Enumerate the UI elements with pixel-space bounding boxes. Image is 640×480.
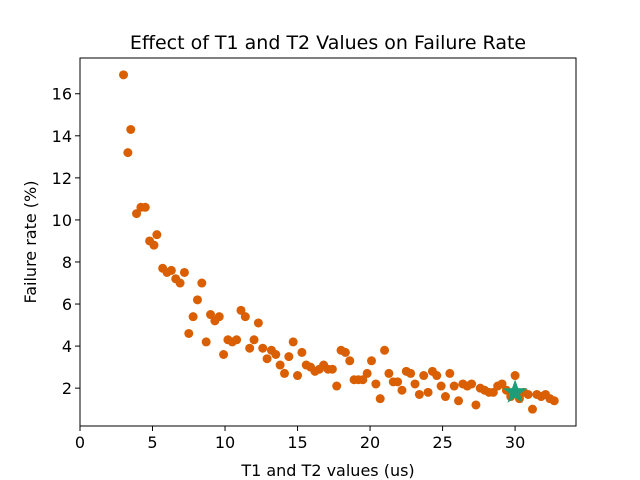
- data-point: [149, 240, 159, 250]
- data-point: [393, 377, 403, 387]
- y-tick-label: 10: [52, 211, 72, 230]
- data-point: [201, 337, 211, 347]
- data-point: [253, 318, 263, 328]
- y-tick-label: 8: [62, 253, 72, 272]
- data-point: [332, 381, 342, 391]
- y-axis: 2 4 6 8 10 12 14 16: [52, 85, 80, 398]
- x-tick-label: 5: [147, 433, 157, 452]
- data-point: [219, 350, 229, 360]
- data-point: [380, 345, 390, 355]
- x-tick-label: 30: [505, 433, 525, 452]
- data-point: [232, 335, 242, 345]
- x-axis-label: T1 and T2 values (us): [240, 461, 414, 480]
- data-point: [184, 328, 194, 338]
- data-point: [384, 368, 394, 378]
- data-point: [271, 350, 281, 360]
- data-point: [449, 381, 459, 391]
- y-tick-label: 4: [62, 337, 72, 356]
- x-tick-label: 10: [215, 433, 235, 452]
- data-point: [371, 379, 381, 389]
- data-point: [488, 387, 498, 397]
- chart-title: Effect of T1 and T2 Values on Failure Ra…: [130, 32, 526, 54]
- data-point: [414, 389, 424, 399]
- y-tick-label: 2: [62, 379, 72, 398]
- data-point: [179, 267, 189, 277]
- data-point: [240, 312, 250, 322]
- y-tick-label: 16: [52, 85, 72, 104]
- data-point: [279, 368, 289, 378]
- data-point: [410, 379, 420, 389]
- x-tick-label: 25: [432, 433, 452, 452]
- x-tick-label: 20: [360, 433, 380, 452]
- axes-frame: [79, 57, 577, 427]
- data-point: [510, 371, 520, 381]
- data-point: [297, 347, 307, 357]
- data-point: [445, 368, 455, 378]
- data-point: [397, 385, 407, 395]
- data-point: [152, 230, 162, 240]
- data-point: [327, 364, 337, 374]
- data-point: [467, 379, 477, 389]
- data-point: [345, 356, 355, 366]
- data-point: [236, 305, 246, 315]
- data-point: [423, 387, 433, 397]
- data-point: [214, 312, 224, 322]
- data-point: [175, 278, 185, 288]
- data-point: [188, 312, 198, 322]
- data-point: [406, 368, 416, 378]
- data-point: [197, 278, 207, 288]
- data-point: [293, 371, 303, 381]
- x-tick-label: 15: [287, 433, 307, 452]
- data-point: [258, 343, 268, 353]
- data-point: [440, 392, 450, 402]
- data-point: [288, 337, 298, 347]
- data-point: [140, 202, 150, 212]
- data-point: [549, 396, 559, 406]
- data-point: [436, 381, 446, 391]
- plot-area: [119, 70, 559, 414]
- data-point: [284, 352, 294, 362]
- data-point: [523, 389, 533, 399]
- y-tick-label: 12: [52, 169, 72, 188]
- data-point: [432, 371, 442, 381]
- data-point: [192, 295, 202, 305]
- data-point: [275, 360, 285, 370]
- data-point: [119, 70, 129, 80]
- y-tick-label: 14: [52, 127, 72, 146]
- data-point: [454, 396, 464, 406]
- data-point: [375, 394, 385, 404]
- x-tick-label: 0: [75, 433, 85, 452]
- data-point: [166, 265, 176, 275]
- data-point: [419, 371, 429, 381]
- data-point: [206, 310, 216, 320]
- data-point: [367, 356, 377, 366]
- data-point: [123, 148, 133, 158]
- data-point: [126, 124, 136, 134]
- data-point: [527, 404, 537, 414]
- data-point: [358, 375, 368, 385]
- data-point: [262, 354, 272, 364]
- star-marker: [502, 379, 528, 403]
- data-point: [362, 368, 372, 378]
- x-axis: 0 5 10 15 20 25 30: [75, 426, 525, 452]
- data-point: [249, 335, 259, 345]
- data-point: [497, 379, 507, 389]
- data-point: [132, 209, 142, 219]
- data-point: [340, 347, 350, 357]
- data-point: [245, 343, 255, 353]
- data-point: [471, 400, 481, 410]
- y-tick-label: 6: [62, 295, 72, 314]
- y-axis-label: Failure rate (%): [21, 181, 40, 304]
